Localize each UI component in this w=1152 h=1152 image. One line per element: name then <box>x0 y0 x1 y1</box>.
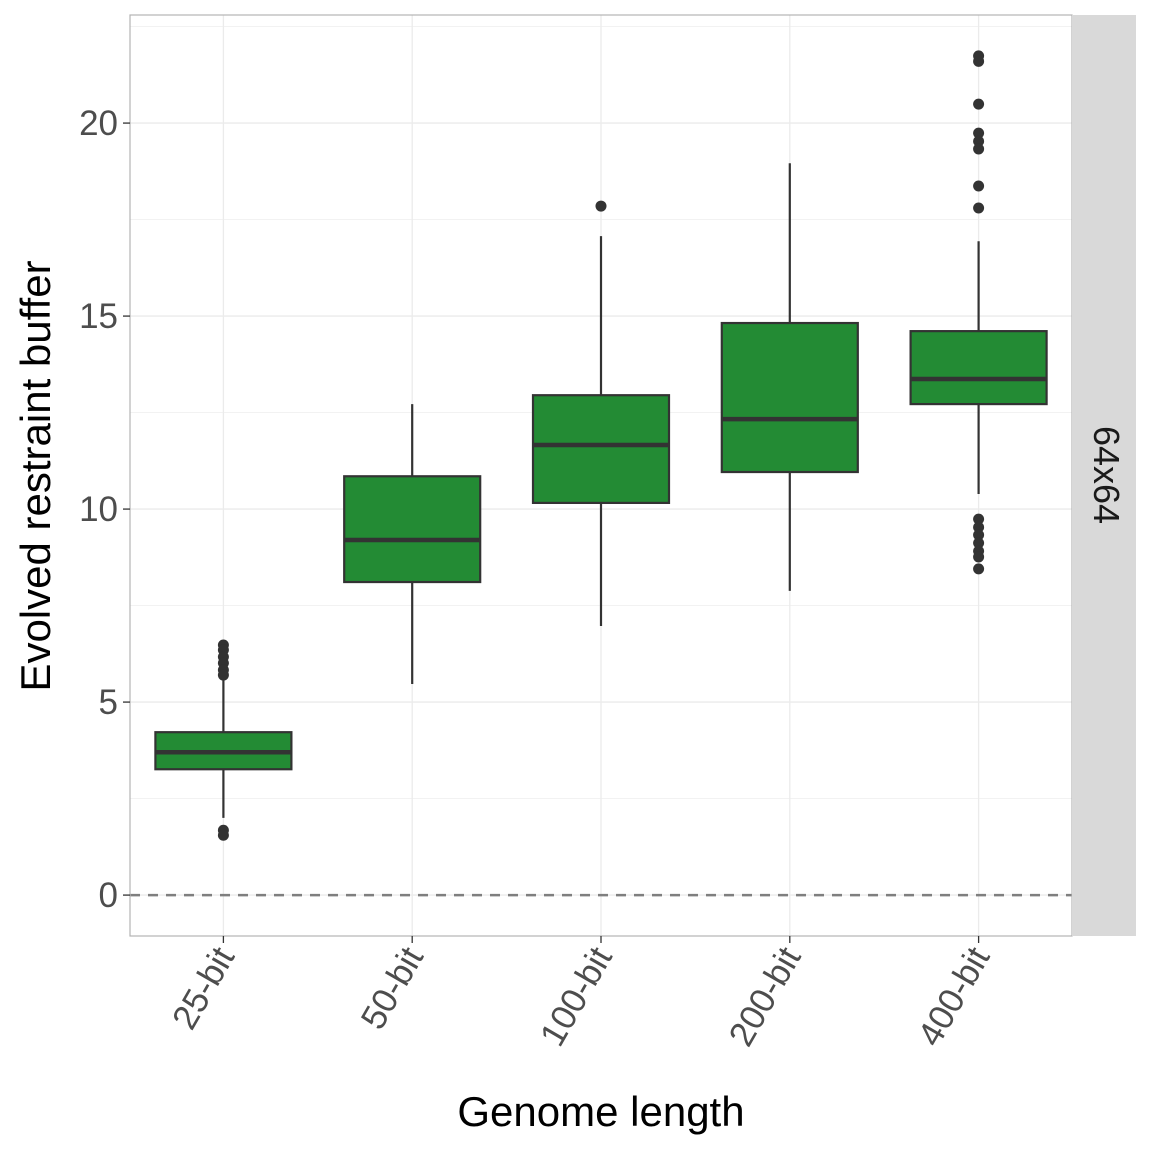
box-iqr <box>909 330 1048 406</box>
outlier-point <box>217 829 229 841</box>
x-tick-label: 200-bit <box>721 940 808 1052</box>
axes: 0 5 10 15 20 25-bit 50-bit 100-bit 200-bit 400-bi… <box>79 104 998 1053</box>
outlier-point <box>973 98 985 110</box>
boxes <box>154 50 1048 841</box>
box-iqr <box>720 321 859 474</box>
y-tick-label: 15 <box>79 297 118 336</box>
x-tick-label: 25-bit <box>165 940 243 1036</box>
outlier-point <box>973 563 985 575</box>
x-tick-label: 400-bit <box>910 940 997 1052</box>
outlier-point <box>973 521 985 533</box>
box-iqr <box>531 394 671 505</box>
x-tick-label: 100-bit <box>533 940 620 1052</box>
outlier-point <box>973 180 985 192</box>
outlier-point <box>973 529 985 541</box>
box-25-bit <box>154 639 293 841</box>
box-iqr <box>343 475 482 584</box>
box-200-bit <box>720 163 859 591</box>
facet-label: 64x64 <box>1086 426 1127 524</box>
facet-strip <box>1072 15 1136 936</box>
y-tick-label: 20 <box>79 104 118 143</box>
outlier-point <box>973 143 985 155</box>
y-tick-label: 10 <box>79 490 118 529</box>
outlier-point <box>973 551 985 563</box>
box-100-bit <box>531 200 671 627</box>
outlier-point <box>217 669 229 681</box>
outlier-point <box>973 537 985 549</box>
outlier-point <box>973 202 985 214</box>
outlier-point <box>973 135 985 147</box>
outlier-point <box>973 513 985 525</box>
outlier-point <box>595 200 607 212</box>
y-tick-label: 0 <box>99 876 118 915</box>
box-50-bit <box>343 404 482 684</box>
x-tick-label: 50-bit <box>354 940 432 1036</box>
outlier-point <box>973 55 985 67</box>
box-400-bit <box>909 50 1048 575</box>
x-axis-title: Genome length <box>457 1088 744 1135</box>
outlier-point <box>973 127 985 139</box>
y-tick-label: 5 <box>99 683 118 722</box>
y-axis-title: Evolved restraint buffer <box>12 260 59 691</box>
